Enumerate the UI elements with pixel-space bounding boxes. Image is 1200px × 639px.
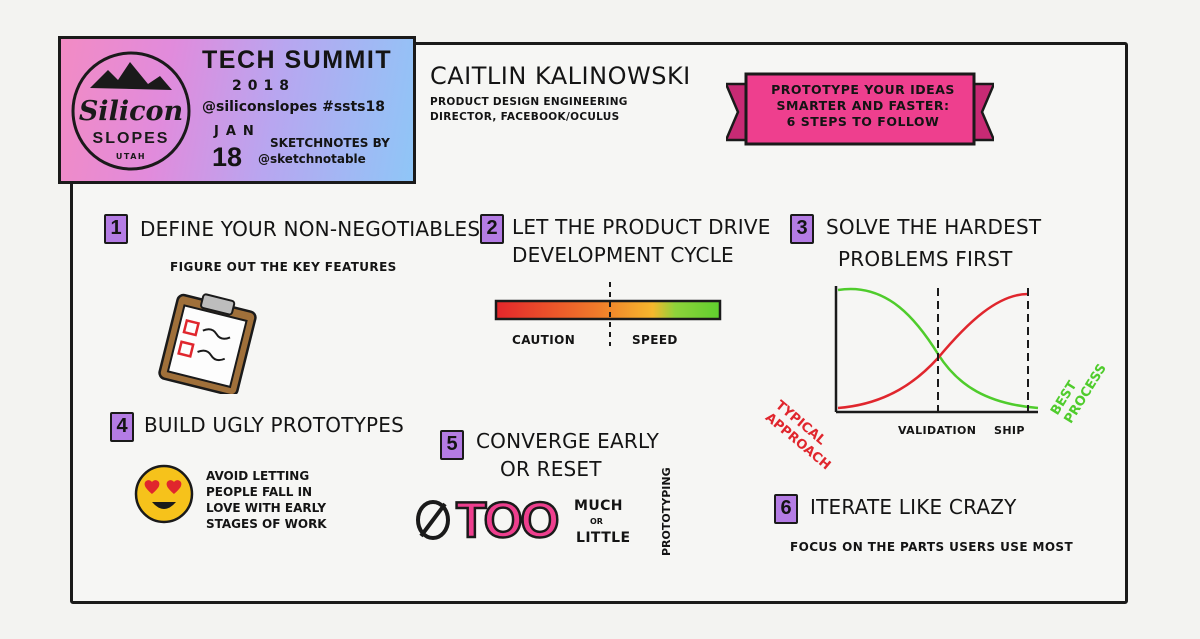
step5-title-line2: OR RESET	[500, 457, 602, 481]
logo-word1: Silicon	[79, 96, 183, 127]
sketchnotes-by: SKETCHNOTES BY	[270, 136, 390, 150]
speaker-role-line1: PRODUCT DESIGN ENGINEERING	[430, 96, 628, 108]
caution-speed-scale	[494, 282, 722, 346]
step2-number: 2	[480, 214, 504, 244]
talk-title-line3: 6 STEPS TO FOLLOW	[786, 114, 940, 129]
step1-note: FIGURE OUT THE KEY FEATURES	[170, 260, 397, 274]
step4-note-line3: LOVE WITH EARLY	[206, 501, 327, 515]
step1-title: DEFINE YOUR NON-NEGOTIABLES	[140, 217, 481, 241]
talk-ribbon	[726, 72, 994, 146]
sketchnotes-handle: @sketchnotable	[258, 152, 366, 166]
step5-title-line1: CONVERGE EARLY	[476, 429, 660, 453]
talk-title: PROTOTYPE YOUR IDEAS SMARTER AND FASTER:…	[758, 82, 968, 130]
step3-ship-label: SHIP	[994, 424, 1025, 437]
step3-title-line2: PROBLEMS FIRST	[838, 247, 1013, 271]
step5-prototyping: PROTOTYPING	[660, 467, 673, 556]
step5-much: MUCH	[574, 498, 623, 514]
empty-set-icon	[416, 500, 450, 540]
event-day: 18	[212, 142, 243, 172]
clipboard-icon	[158, 293, 257, 394]
step4-note-line1: AVOID LETTING	[206, 469, 310, 483]
step5-or: OR	[590, 517, 603, 526]
silicon-slopes-logo: Silicon SLOPES UTAH	[71, 51, 191, 171]
heart-eyes-emoji-icon	[134, 464, 194, 524]
event-title: TECH SUMMIT	[202, 46, 393, 74]
talk-title-line1: PROTOTYPE YOUR IDEAS	[771, 82, 955, 97]
step2-title-line1: LET THE PRODUCT DRIVE	[512, 215, 771, 239]
step2-caution-label: CAUTION	[512, 333, 576, 347]
step4-number: 4	[110, 412, 134, 442]
step5-little: LITTLE	[576, 530, 631, 546]
step6-note: FOCUS ON THE PARTS USERS USE MOST	[790, 540, 1074, 554]
step3-title-line1: SOLVE THE HARDEST	[826, 215, 1042, 239]
step6-title: ITERATE LIKE CRAZY	[810, 495, 1017, 519]
logo-state: UTAH	[116, 152, 146, 161]
speaker-name: CAITLIN KALINOWSKI	[430, 62, 691, 90]
speaker-role-line2: DIRECTOR, FACEBOOK/OCULUS	[430, 111, 620, 123]
step4-note: AVOID LETTING PEOPLE FALL IN LOVE WITH E…	[206, 468, 327, 532]
event-year: 2018	[232, 78, 295, 94]
event-month: JAN	[214, 124, 261, 139]
step4-note-line4: STAGES OF WORK	[206, 517, 327, 531]
step4-note-line2: PEOPLE FALL IN	[206, 485, 313, 499]
approach-curves-sketch	[834, 286, 1039, 416]
step5-too: TOO	[455, 491, 561, 550]
talk-title-line2: SMARTER AND FASTER:	[776, 98, 950, 113]
step5-number: 5	[440, 430, 464, 460]
step4-title: BUILD UGLY PROTOTYPES	[144, 413, 405, 437]
step3-number: 3	[790, 214, 814, 244]
event-banner	[58, 36, 416, 184]
step1-number: 1	[104, 214, 128, 244]
speaker-role: PRODUCT DESIGN ENGINEERING DIRECTOR, FAC…	[430, 95, 628, 125]
step6-number: 6	[774, 494, 798, 524]
step2-title-line2: DEVELOPMENT CYCLE	[512, 243, 734, 267]
event-handles: @siliconslopes #ssts18	[202, 99, 385, 115]
step2-speed-label: SPEED	[632, 333, 678, 347]
logo-word2: SLOPES	[93, 130, 170, 147]
step3-validation-label: VALIDATION	[898, 424, 977, 437]
